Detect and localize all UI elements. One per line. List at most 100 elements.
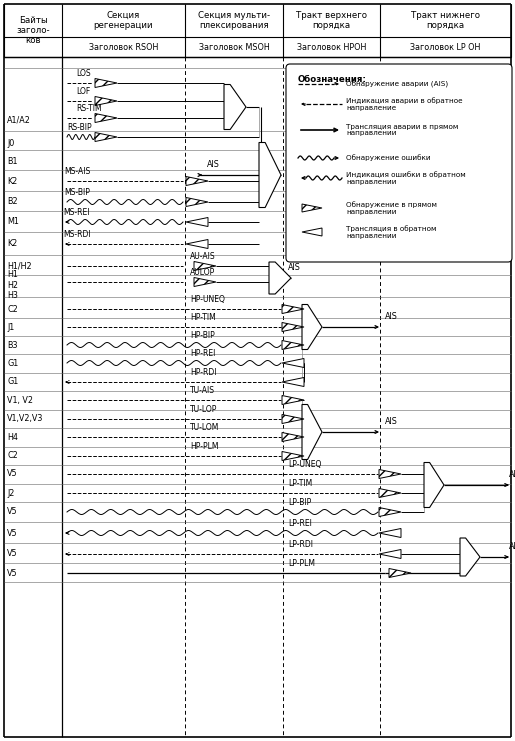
Polygon shape [302,204,322,212]
Text: LP-UNEQ: LP-UNEQ [288,460,321,469]
Text: LOS: LOS [76,69,91,78]
Text: Заголовок MSOH: Заголовок MSOH [199,42,269,52]
Text: Трансляция аварии в прямом
направлении: Трансляция аварии в прямом направлении [346,124,458,136]
Polygon shape [95,96,117,105]
Text: C2: C2 [7,305,18,313]
Text: HP-REI: HP-REI [190,349,215,358]
Polygon shape [460,538,480,576]
Polygon shape [282,414,304,424]
Polygon shape [379,550,401,559]
Text: B1: B1 [7,158,18,167]
Text: V5: V5 [7,550,18,559]
Text: V1, V2: V1, V2 [7,396,33,405]
Text: Заголовок HPOH: Заголовок HPOH [297,42,366,52]
Text: LP-PLM: LP-PLM [288,559,315,568]
Text: V5: V5 [7,470,18,479]
Text: A1/A2: A1/A2 [7,116,31,124]
Text: AIS: AIS [385,312,398,321]
Polygon shape [95,79,117,87]
Polygon shape [379,470,401,479]
Polygon shape [186,239,208,248]
Text: K2: K2 [7,239,17,248]
Text: Заголовок LP OH: Заголовок LP OH [410,42,480,52]
Text: LP-REI: LP-REI [288,519,312,528]
Text: HP-PLM: HP-PLM [190,442,218,451]
FancyBboxPatch shape [286,64,512,262]
Text: J1: J1 [7,322,14,331]
Text: Обнаружение в прямом
направлении: Обнаружение в прямом направлении [346,201,437,215]
Text: K2: K2 [7,176,17,185]
Polygon shape [302,305,322,350]
Polygon shape [282,433,304,442]
Text: Трансляция в обратном
направлении: Трансляция в обратном направлении [346,225,437,239]
Polygon shape [379,508,401,516]
Polygon shape [95,113,117,122]
Text: H4: H4 [7,433,18,442]
Text: J2: J2 [7,488,14,497]
Text: MS-AIS: MS-AIS [64,167,90,176]
Text: H1/H2: H1/H2 [7,262,31,270]
Polygon shape [302,228,322,236]
Polygon shape [282,322,304,331]
Polygon shape [282,305,304,313]
Text: Индикация ошибки в обратном
направлении: Индикация ошибки в обратном направлении [346,171,466,185]
Polygon shape [186,176,208,185]
Text: B3: B3 [7,341,18,350]
Polygon shape [389,568,411,577]
Text: AIS: AIS [509,470,515,479]
Polygon shape [269,262,291,294]
Text: Обнаружение аварии (AIS): Обнаружение аварии (AIS) [346,80,448,87]
Polygon shape [379,528,401,537]
Text: Секция
регенерации: Секция регенерации [94,11,153,30]
Text: V5: V5 [7,568,18,577]
Text: B2: B2 [7,198,18,207]
Text: Тракт нижнего
порядка: Тракт нижнего порядка [411,11,480,30]
Text: Заголовок RSOH: Заголовок RSOH [89,42,158,52]
Text: LOF: LOF [76,87,90,96]
Polygon shape [282,359,304,368]
Polygon shape [282,451,304,460]
Text: V5: V5 [7,528,18,537]
Text: LP-TIM: LP-TIM [288,479,312,488]
Polygon shape [194,277,216,287]
Text: MS-RDI: MS-RDI [63,230,91,239]
Text: HP-TIM: HP-TIM [190,313,216,322]
Text: HP-UNEQ: HP-UNEQ [190,295,225,304]
Text: RS-TIM: RS-TIM [76,104,101,113]
Text: Тракт верхнего
порядка: Тракт верхнего порядка [296,11,367,30]
Text: AIS: AIS [385,417,398,426]
Polygon shape [186,198,208,207]
Text: LP-RDI: LP-RDI [288,540,313,549]
Text: AIS: AIS [207,160,220,169]
Text: C2: C2 [7,451,18,460]
Text: MS-BIP: MS-BIP [64,188,90,197]
Polygon shape [95,133,117,142]
Text: M1: M1 [7,218,19,227]
Polygon shape [282,377,304,387]
Polygon shape [194,262,216,270]
Polygon shape [186,218,208,227]
Text: V5: V5 [7,508,18,516]
Polygon shape [282,396,304,405]
Polygon shape [424,462,444,508]
Polygon shape [379,488,401,497]
Text: LP-BIP: LP-BIP [288,498,311,507]
Text: AIS: AIS [288,263,301,272]
Polygon shape [302,405,322,459]
Text: RS-BIP: RS-BIP [67,123,92,132]
Text: TU-LOP: TU-LOP [190,405,217,414]
Polygon shape [259,142,281,207]
Text: H1
H2
H3: H1 H2 H3 [7,270,18,300]
Text: G1: G1 [7,377,18,387]
Text: AU-AIS: AU-AIS [190,252,216,261]
Text: Обнаружение ошибки: Обнаружение ошибки [346,155,431,162]
Polygon shape [282,341,304,350]
Text: Секция мульти-
плексирования: Секция мульти- плексирования [198,11,270,30]
Polygon shape [224,84,246,130]
Text: V1,V2,V3: V1,V2,V3 [7,414,43,424]
Text: G1: G1 [7,359,18,368]
Text: AULOP: AULOP [190,268,215,277]
Text: Индикация аварии в обратное
направление: Индикация аварии в обратное направление [346,97,462,111]
Text: MS-REI: MS-REI [64,208,90,217]
Text: Байты
заголо-
ков: Байты заголо- ков [16,16,50,45]
